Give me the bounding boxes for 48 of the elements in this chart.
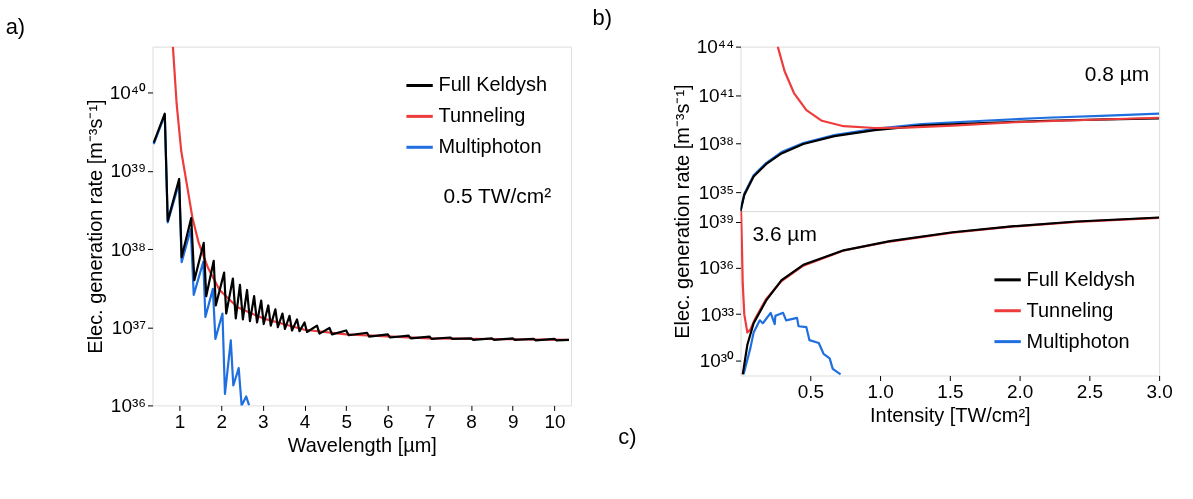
annotation: 0.5 TW/cm² <box>443 184 552 208</box>
line-series <box>776 46 1160 130</box>
y-tick-label: 10³⁵ <box>698 181 735 203</box>
y-tick-label: 10³⁸ <box>698 133 735 155</box>
annotation: 0.8 µm <box>1084 61 1150 85</box>
y-tick-label: 10³⁹ <box>110 160 147 182</box>
x-tick-label: 0.5 <box>797 380 824 402</box>
x-tick-label: 9 <box>508 410 519 432</box>
y-tick-label: 10³⁷ <box>111 316 147 338</box>
x-tick-label: 1 <box>174 410 186 432</box>
y-tick-label: 10³⁰ <box>699 349 735 371</box>
x-axis-title: Wavelength [µm] <box>287 433 437 456</box>
annotation: 3.6 µm <box>752 221 817 245</box>
y-tick-label: 10⁴⁰ <box>109 82 147 104</box>
y-tick-label: 10³⁶ <box>698 257 735 279</box>
y-tick-label: 10³⁶ <box>110 394 147 416</box>
y-tick-label: 10⁴¹ <box>698 84 735 106</box>
chart-title: b) <box>592 4 613 30</box>
line-series <box>742 311 842 376</box>
legend-label: Full Keldysh <box>438 73 548 96</box>
y-tick-label: 10⁴⁴ <box>696 36 735 58</box>
x-tick-label: 5 <box>341 410 352 432</box>
legend-label: Multiphoton <box>438 135 542 158</box>
x-tick-label: 2.0 <box>1006 380 1034 402</box>
x-tick-label: 6 <box>383 410 394 432</box>
y-axis-title: Elec. generation rate [m⁻³s⁻¹] <box>670 84 693 339</box>
legend-label: Full Keldysh <box>1026 267 1136 290</box>
x-tick-label: 2.5 <box>1076 380 1103 402</box>
line-series <box>741 216 1160 376</box>
legend-label: Multiphoton <box>1026 329 1130 352</box>
x-axis-title: Intensity [TW/cm²] <box>870 403 1031 426</box>
x-tick-label: 3.0 <box>1146 380 1173 402</box>
text: c) <box>618 424 637 450</box>
legend-label: Tunneling <box>438 104 526 127</box>
x-tick-label: 1.5 <box>937 380 964 402</box>
x-tick-label: 2 <box>216 410 227 432</box>
x-tick-label: 4 <box>299 410 311 432</box>
legend-label: Tunneling <box>1026 298 1114 321</box>
chart-title: a) <box>5 13 26 39</box>
x-tick-label: 3 <box>258 410 269 432</box>
y-tick-label: 10³³ <box>700 303 735 325</box>
x-tick-label: 10 <box>544 410 566 432</box>
y-tick-label: 10³⁹ <box>698 211 735 233</box>
x-tick-label: 7 <box>424 410 436 432</box>
y-tick-label: 10³⁸ <box>110 238 147 260</box>
x-tick-label: 1.0 <box>867 380 894 402</box>
x-tick-label: 8 <box>466 410 477 432</box>
y-axis-title: Elec. generation rate [m⁻³s⁻¹] <box>83 99 106 354</box>
